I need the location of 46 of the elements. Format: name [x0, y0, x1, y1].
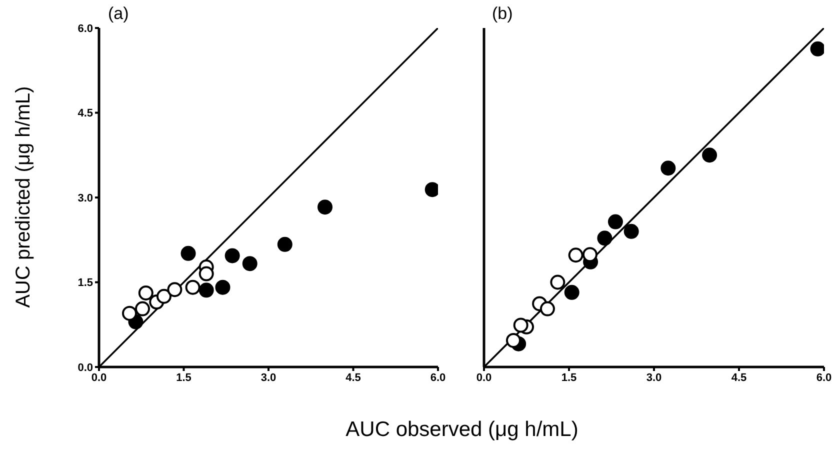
point: [810, 41, 824, 56]
point: [224, 248, 240, 264]
point: [608, 214, 623, 230]
point: [624, 224, 639, 239]
point: [185, 280, 200, 295]
x-axis-title: AUC observed (μg h/mL): [346, 418, 578, 442]
point: [550, 274, 566, 290]
x-tick-label: 0.0: [91, 372, 107, 384]
chart-title: (b): [492, 4, 513, 24]
point: [167, 282, 182, 298]
point: [277, 236, 292, 252]
x-tick-label: 4.5: [731, 372, 747, 384]
x-tick-label: 3.0: [646, 372, 662, 384]
x-tick-label: 6.0: [816, 372, 832, 384]
x-tick-label: 0.0: [476, 372, 492, 384]
point: [568, 248, 584, 263]
point: [597, 230, 612, 246]
point: [198, 266, 214, 282]
y-tick-label: 4.5: [78, 108, 93, 120]
y-axis-title: AUC predicted (μg h/mL): [12, 86, 36, 308]
point: [318, 200, 332, 215]
y-tick-label: 6.0: [78, 22, 93, 35]
x-tick-label: 1.5: [561, 372, 577, 384]
point: [242, 256, 258, 272]
point: [540, 301, 555, 316]
point: [122, 306, 138, 321]
y-tick-label: 1.5: [78, 277, 93, 290]
point: [513, 318, 528, 333]
x-tick-label: 3.0: [260, 372, 276, 384]
point: [135, 301, 150, 316]
point: [215, 280, 230, 295]
point: [198, 282, 214, 298]
point: [180, 246, 196, 261]
x-tick-label: 4.5: [346, 372, 361, 384]
x-tick-label: 6.0: [430, 372, 446, 384]
point: [564, 284, 580, 300]
point: [506, 332, 521, 348]
point: [660, 160, 676, 176]
chart-title: (a): [108, 4, 129, 24]
point: [138, 285, 154, 300]
point: [582, 247, 598, 262]
point: [702, 148, 718, 163]
point: [156, 288, 172, 304]
y-tick-label: 0.0: [78, 362, 93, 374]
y-tick-label: 3.0: [78, 192, 93, 204]
x-tick-label: 1.5: [176, 372, 192, 384]
